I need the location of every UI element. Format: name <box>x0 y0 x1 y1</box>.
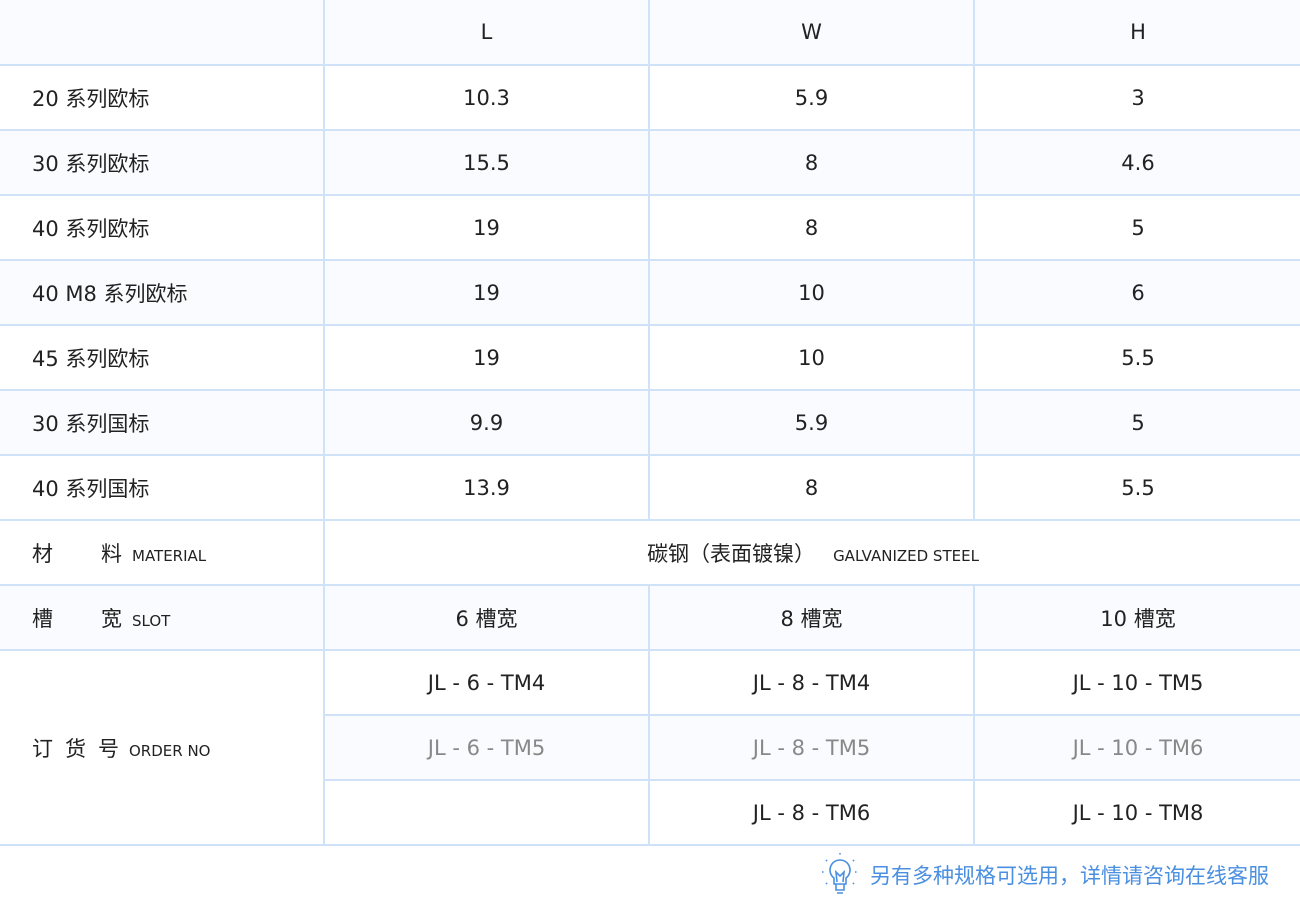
order-no: JL - 8 - TM6 <box>648 779 975 846</box>
material-label: 材 料 MATERIAL <box>0 519 325 586</box>
slot-row: 槽 宽 SLOT 6 槽宽 8 槽宽 10 槽宽 <box>0 584 1300 651</box>
slot-label-en: SLOT <box>132 611 171 630</box>
cell-l: 9.9 <box>323 389 650 456</box>
slot-label-b: 宽 <box>101 606 122 631</box>
lightbulb-icon <box>822 853 858 894</box>
order-no-empty <box>323 779 650 846</box>
cell-w: 8 <box>648 194 975 261</box>
slot-label: 槽 宽 SLOT <box>0 584 325 651</box>
slot-8: 8 槽宽 <box>648 584 975 651</box>
material-value: 碳钢（表面镀镍） GALVANIZED STEEL <box>323 519 1300 586</box>
cell-h: 6 <box>973 259 1300 326</box>
material-label-en: MATERIAL <box>132 546 207 565</box>
order-no: JL - 6 - TM5 <box>323 714 650 781</box>
slot-label-a: 槽 <box>32 606 53 631</box>
slot-10: 10 槽宽 <box>973 584 1300 651</box>
cell-l: 19 <box>323 194 650 261</box>
cell-w: 10 <box>648 324 975 391</box>
order-no: JL - 10 - TM8 <box>973 779 1300 846</box>
row-name: 40 M8 系列欧标 <box>0 259 325 326</box>
note-text: 另有多种规格可选用，详情请咨询在线客服 <box>870 864 1269 888</box>
table-row: 30 系列欧标 15.5 8 4.6 <box>0 129 1300 196</box>
table-row: 30 系列国标 9.9 5.9 5 <box>0 389 1300 456</box>
row-name: 30 系列国标 <box>0 389 325 456</box>
order-no: JL - 8 - TM4 <box>648 649 975 716</box>
table-row: 40 系列国标 13.9 8 5.5 <box>0 454 1300 521</box>
slot-6: 6 槽宽 <box>323 584 650 651</box>
cell-h: 5 <box>973 194 1300 261</box>
order-no: JL - 8 - TM5 <box>648 714 975 781</box>
row-name: 30 系列欧标 <box>0 129 325 196</box>
cell-l: 15.5 <box>323 129 650 196</box>
cell-w: 5.9 <box>648 64 975 131</box>
row-name: 40 系列欧标 <box>0 194 325 261</box>
material-label-b: 料 <box>101 541 122 566</box>
header-row: L W H <box>0 0 1300 66</box>
cell-l: 19 <box>323 324 650 391</box>
order-no: JL - 10 - TM6 <box>973 714 1300 781</box>
cell-w: 10 <box>648 259 975 326</box>
material-label-a: 材 <box>32 541 53 566</box>
cell-w: 8 <box>648 129 975 196</box>
cell-l: 19 <box>323 259 650 326</box>
cell-l: 10.3 <box>323 64 650 131</box>
order-label-b: 货 <box>65 736 86 761</box>
cell-h: 5 <box>973 389 1300 456</box>
cell-h: 5.5 <box>973 454 1300 521</box>
header-w: W <box>648 0 975 66</box>
material-value-cn: 碳钢（表面镀镍） <box>647 541 816 566</box>
header-l: L <box>323 0 650 66</box>
order-no: JL - 6 - TM4 <box>323 649 650 716</box>
order-label-c: 号 <box>98 736 119 761</box>
material-value-en: GALVANIZED STEEL <box>833 546 979 565</box>
header-h: H <box>973 0 1300 66</box>
cell-h: 4.6 <box>973 129 1300 196</box>
table-row: 40 系列欧标 19 8 5 <box>0 194 1300 261</box>
material-row: 材 料 MATERIAL 碳钢（表面镀镍） GALVANIZED STEEL <box>0 519 1300 586</box>
row-name: 40 系列国标 <box>0 454 325 521</box>
table-row: 40 M8 系列欧标 19 10 6 <box>0 259 1300 326</box>
table-row: 20 系列欧标 10.3 5.9 3 <box>0 64 1300 131</box>
cell-w: 8 <box>648 454 975 521</box>
note: 另有多种规格可选用，详情请咨询在线客服 <box>820 852 1269 898</box>
order-label-a: 订 <box>32 736 53 761</box>
order-row: JL - 8 - TM6 JL - 10 - TM8 <box>0 779 1300 846</box>
order-label-en: ORDER NO <box>129 741 211 760</box>
order-row: 订货号 ORDER NO JL - 6 - TM4 JL - 8 - TM4 JL… <box>0 649 1300 846</box>
row-name: 45 系列欧标 <box>0 324 325 391</box>
order-label: 订货号 ORDER NO <box>0 649 325 846</box>
spec-table: L W H 20 系列欧标 10.3 5.9 3 30 系列欧标 15.5 8 4.6 40… <box>0 0 1300 846</box>
cell-h: 3 <box>973 64 1300 131</box>
header-empty <box>0 0 325 66</box>
table-row: 45 系列欧标 19 10 5.5 <box>0 324 1300 391</box>
order-row: JL - 6 - TM5 JL - 8 - TM5 JL - 10 - TM6 <box>0 714 1300 781</box>
cell-w: 5.9 <box>648 389 975 456</box>
order-no: JL - 10 - TM5 <box>973 649 1300 716</box>
row-name: 20 系列欧标 <box>0 64 325 131</box>
cell-l: 13.9 <box>323 454 650 521</box>
cell-h: 5.5 <box>973 324 1300 391</box>
